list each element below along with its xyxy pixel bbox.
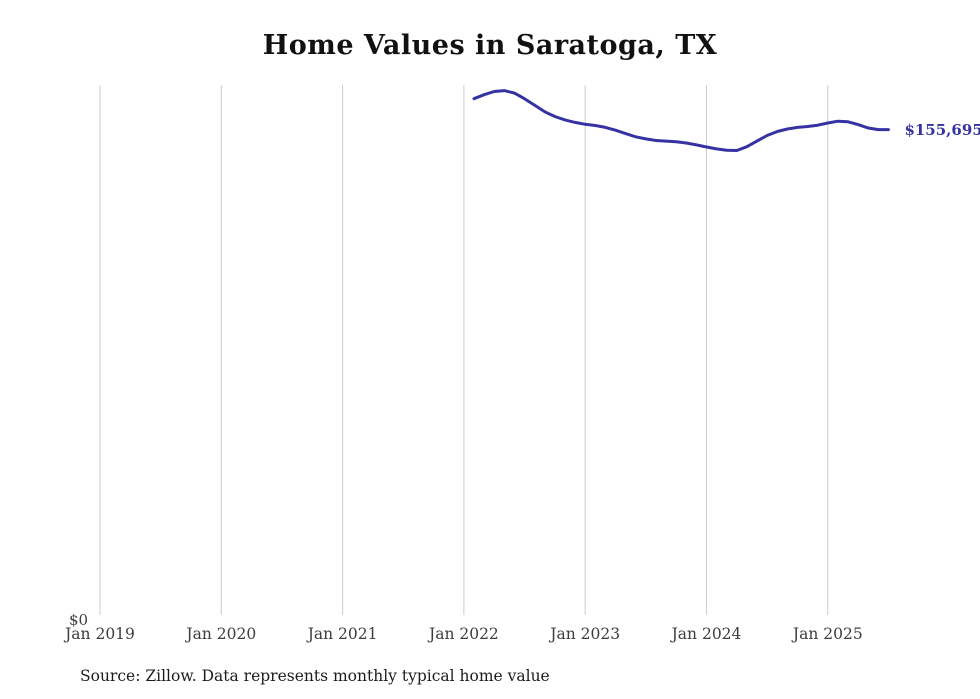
source-note: Source: Zillow. Data represents monthly … <box>80 667 550 685</box>
x-tick-label: Jan 2019 <box>65 625 135 643</box>
end-value-label: $155,695 <box>904 120 980 139</box>
x-tick-label: Jan 2020 <box>186 625 257 643</box>
x-tick-label: Jan 2024 <box>671 625 742 643</box>
chart-title: Home Values in Saratoga, TX <box>262 30 718 61</box>
x-tick-label: Jan 2023 <box>550 625 621 643</box>
value-line <box>472 89 890 152</box>
x-tick-label: Jan 2022 <box>428 625 499 643</box>
x-tick-label: Jan 2025 <box>792 625 863 643</box>
x-tick-label: Jan 2021 <box>307 625 378 643</box>
y-axis-zero-label: $0 <box>69 611 89 629</box>
